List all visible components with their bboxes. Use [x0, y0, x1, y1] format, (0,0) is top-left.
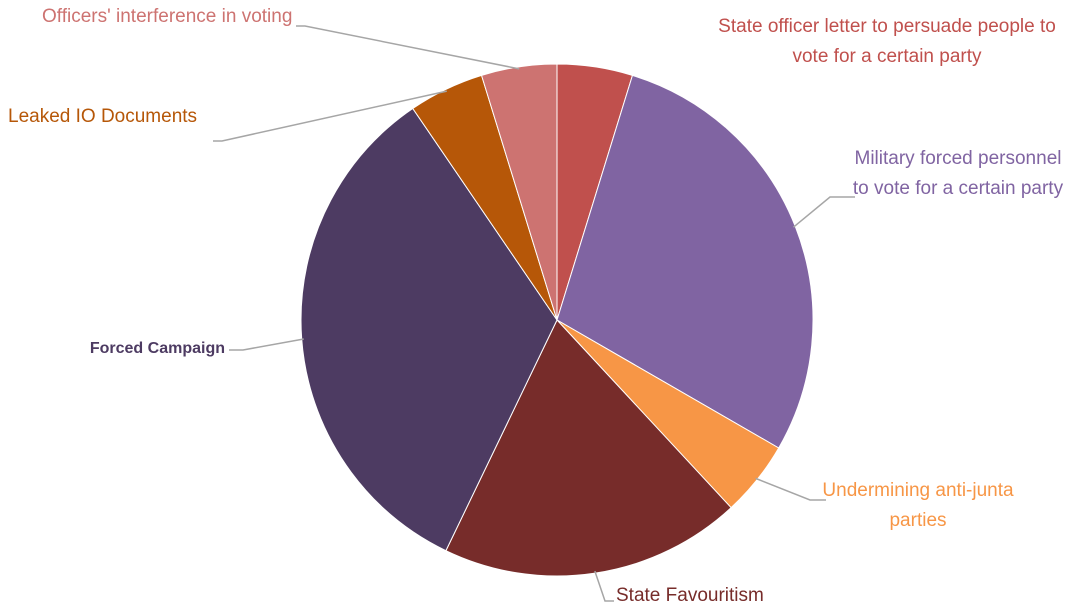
leader-line [594, 570, 614, 602]
slice-label: Undermining anti-junta parties [822, 480, 1014, 531]
slice-label: Leaked IO Documents [8, 106, 198, 127]
slice-label: State officer letter to persuade people … [718, 16, 1056, 67]
slice-label: Military forced personnel to vote for a … [852, 148, 1064, 199]
slice-label: Forced Campaign [89, 340, 225, 357]
leader-line [296, 25, 520, 70]
leader-line [213, 90, 447, 142]
pie-slice [480, 63, 558, 321]
leader-line [792, 196, 855, 228]
slice-label: State Favouritism [616, 585, 764, 606]
slice-label: Officers' interference in voting [42, 6, 293, 27]
leader-line [755, 477, 826, 501]
leader-line [229, 338, 304, 351]
